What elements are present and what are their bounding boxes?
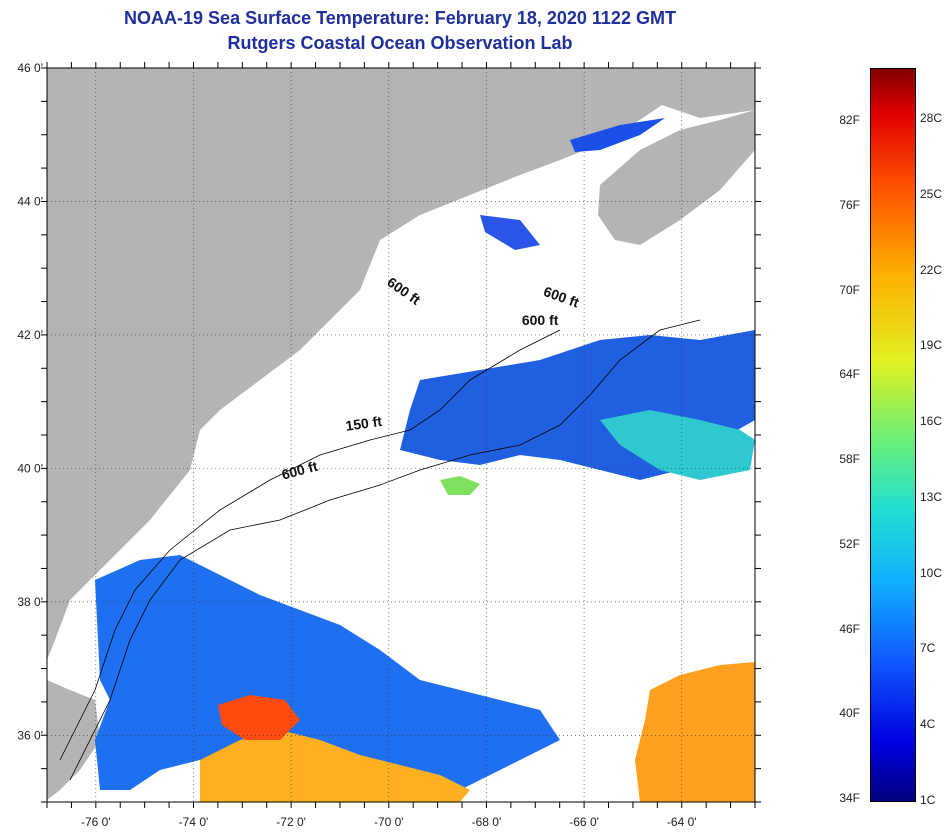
isobath-600ft: [69, 319, 701, 781]
colorbar-c-label: 19C: [920, 338, 943, 353]
colorbar-c-label: 7C: [920, 641, 936, 656]
sst-mid-atlantic-blue: [95, 555, 560, 802]
lon-tick-label: -76 0': [81, 815, 111, 829]
colorbar-c-label: 16C: [920, 414, 943, 429]
sst-gom-inner: [480, 215, 540, 250]
lat-tick-label: 44 0': [17, 194, 43, 208]
colorbar-f-label: 76F: [839, 197, 860, 212]
sst-georges-green: [440, 476, 480, 495]
land-delmarva: [47, 680, 100, 800]
lat-tick-label: 36 0': [17, 728, 43, 742]
isobath-label: 600 ft: [522, 312, 559, 328]
land-mainland: [47, 68, 755, 660]
colorbar-f-label: 34F: [839, 791, 860, 805]
isobath-label: 150 ft: [344, 413, 383, 434]
colorbar-c-label: 25C: [920, 186, 943, 201]
lon-tick-label: -70 0': [374, 815, 404, 829]
colorbar-c-label: 13C: [920, 489, 943, 504]
colorbar-f-label: 52F: [839, 536, 860, 551]
colorbar-f-label: 46F: [839, 621, 860, 636]
lat-tick-label: 40 0': [17, 461, 43, 475]
lat-tick-label: 42 0': [17, 328, 43, 342]
colorbar-c-label: 22C: [920, 262, 943, 277]
colorbar-c-label: 10C: [920, 565, 943, 580]
axis-ticks: -76 0' -74 0' -72 0' -70 0' -68 0' -66 0' -64 …: [17, 61, 761, 829]
sst-shelf-warm: [600, 410, 755, 480]
sst-gulf-stream-orange: [200, 730, 470, 802]
lon-tick-label: -64 0': [667, 815, 697, 829]
map-subtitle: Rutgers Coastal Ocean Observation Lab: [227, 33, 573, 53]
lon-tick-label: -68 0': [472, 815, 502, 829]
colorbar-f-label: 70F: [839, 282, 860, 297]
colorbar-f-label: 64F: [839, 367, 860, 382]
temperature-colorbar: [870, 68, 916, 802]
sst-gulf-stream-red: [218, 695, 300, 740]
colorbar-c-label: 28C: [920, 111, 943, 125]
colorbar-c-label: 1C: [920, 793, 936, 807]
colorbar-f-label: 40F: [839, 706, 860, 721]
lon-tick-label: -72 0': [276, 815, 306, 829]
lat-tick-label: 38 0': [17, 595, 43, 609]
sst-southeast-warm: [635, 662, 755, 802]
sst-bay-of-fundy: [570, 118, 665, 152]
colorbar-c-label: 4C: [920, 717, 936, 732]
map-title: NOAA-19 Sea Surface Temperature: Februar…: [124, 8, 676, 28]
lon-tick-label: -66 0': [569, 815, 599, 829]
lon-tick-label: -74 0': [179, 815, 209, 829]
colorbar-f-label: 82F: [839, 113, 860, 127]
colorbar-f-label: 58F: [839, 452, 860, 466]
lat-tick-label: 46 0': [17, 61, 43, 75]
isobath-150ft: [59, 329, 561, 761]
land-nova-scotia: [598, 110, 755, 245]
